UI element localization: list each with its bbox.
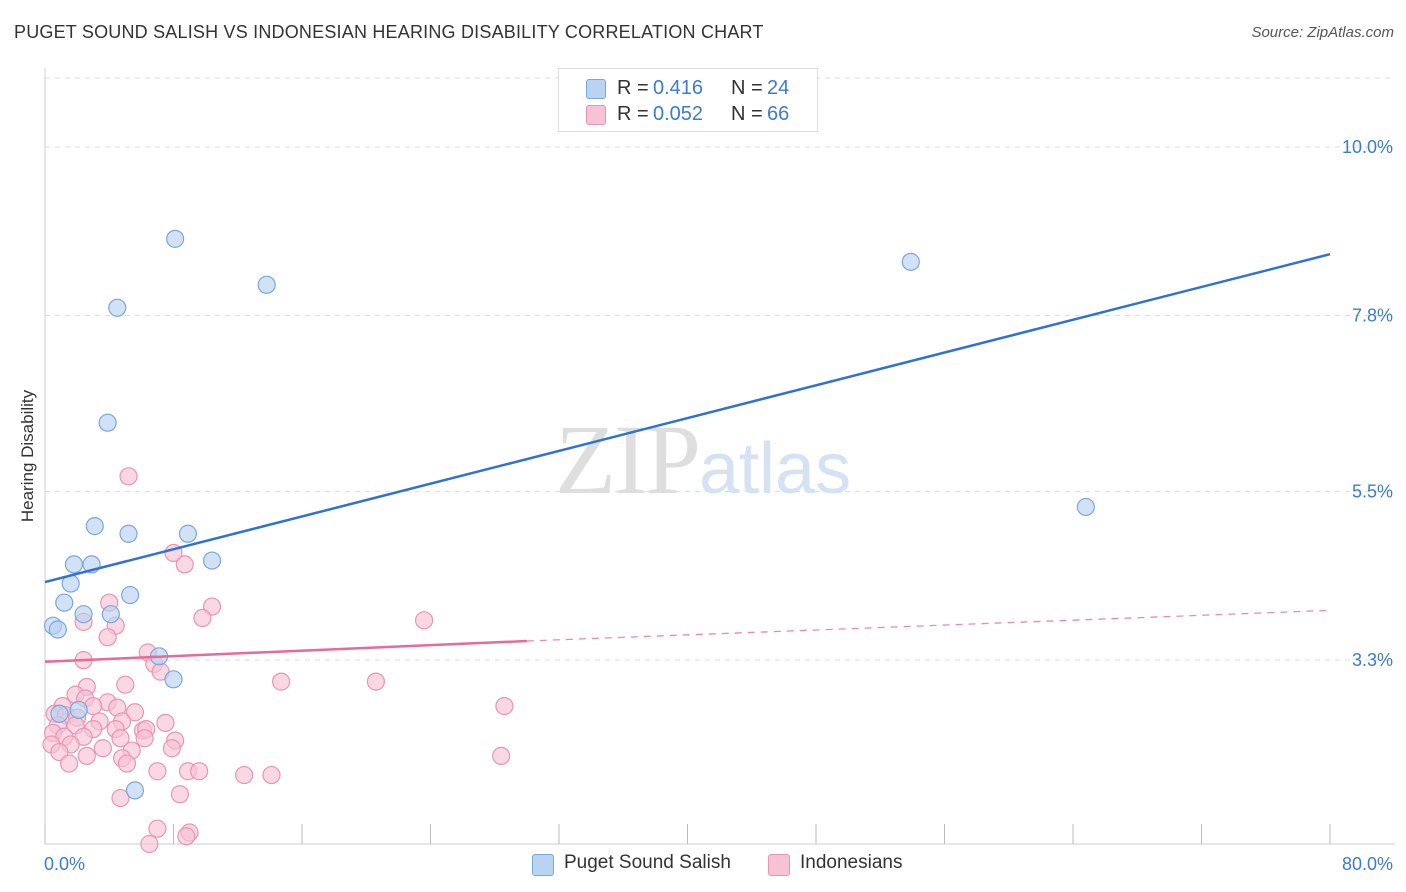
indonesian-point xyxy=(190,762,209,781)
y-tick-label: 3.3% xyxy=(1352,650,1393,670)
indonesian-point xyxy=(170,785,190,804)
puget-point xyxy=(202,551,222,570)
indonesian-point xyxy=(175,555,194,574)
watermark-zip: ZIP xyxy=(555,404,701,515)
indonesian-point xyxy=(495,697,514,716)
legend-r-value: 0.416 xyxy=(653,77,704,99)
indonesian-point xyxy=(262,765,281,785)
indonesian-point xyxy=(135,729,154,748)
source-credit: Source: ZipAtlas.com xyxy=(1251,24,1394,41)
puget-point xyxy=(85,517,104,536)
indonesian-point xyxy=(148,819,167,838)
legend-swatch-puget xyxy=(532,854,554,876)
indonesian-point xyxy=(119,467,138,486)
indonesian-point xyxy=(162,739,181,758)
puget-point xyxy=(55,593,74,612)
indonesian-point xyxy=(93,739,112,758)
indonesian-point xyxy=(156,713,175,733)
puget-point xyxy=(166,229,185,248)
indonesian-point xyxy=(117,754,137,773)
legend-swatch-indonesians xyxy=(586,105,606,125)
puget-point xyxy=(74,605,93,624)
indonesian-point xyxy=(492,746,511,766)
legend-label-indonesians: Indonesians xyxy=(800,852,903,873)
watermark-atlas: atlas xyxy=(699,429,852,509)
puget-point xyxy=(98,413,117,432)
puget-point xyxy=(1076,497,1095,517)
puget-point xyxy=(121,585,140,605)
legend-r-value: 0.052 xyxy=(653,103,704,125)
legend-r-label: R = xyxy=(617,77,649,99)
legend-n-label: N = xyxy=(731,103,763,125)
y-tick-label: 5.5% xyxy=(1352,482,1393,502)
puget-point xyxy=(64,555,84,574)
indonesian-point xyxy=(98,628,117,647)
puget-point xyxy=(164,670,183,689)
indonesian-point xyxy=(111,729,130,748)
legend-swatch-puget xyxy=(586,79,606,99)
indonesian-point xyxy=(193,608,212,628)
puget-trend-line xyxy=(44,252,1331,584)
indonesian-point xyxy=(140,834,159,854)
indonesian-point xyxy=(272,672,291,691)
indonesian-point xyxy=(414,611,434,630)
correlation-legend: R = 0.416 N = 24 R = 0.052 N = 66 xyxy=(558,68,818,132)
legend-n-value: 66 xyxy=(767,103,790,125)
puget-point xyxy=(101,605,120,624)
indonesian-trend-extension xyxy=(526,609,1331,642)
legend-n-value: 24 xyxy=(767,77,790,99)
indonesian-point xyxy=(116,675,135,694)
puget-point xyxy=(108,298,127,317)
indonesian-point xyxy=(125,703,145,722)
indonesian-point xyxy=(59,754,79,773)
indonesian-point xyxy=(235,765,254,785)
puget-point xyxy=(178,524,198,543)
indonesian-point xyxy=(77,746,96,766)
puget-point xyxy=(48,620,67,639)
indonesian-point xyxy=(111,788,130,808)
x-tick-label: 80.0% xyxy=(1342,854,1393,874)
y-tick-label: 7.8% xyxy=(1352,305,1393,325)
y-tick-label: 10.0% xyxy=(1342,137,1393,157)
indonesian-point xyxy=(148,762,167,781)
watermark: ZIPatlas xyxy=(555,402,851,517)
legend-swatch-indonesians xyxy=(768,854,790,876)
indonesian-trend-line xyxy=(44,639,527,663)
puget-point xyxy=(119,524,138,543)
puget-point xyxy=(125,781,145,800)
indonesian-point xyxy=(366,672,385,691)
indonesian-point xyxy=(177,827,196,846)
puget-point xyxy=(50,704,69,723)
legend-label-puget: Puget Sound Salish xyxy=(564,852,731,873)
x-tick-label: 0.0% xyxy=(44,854,85,874)
puget-point xyxy=(901,252,920,271)
puget-point xyxy=(257,275,276,294)
legend-n-label: N = xyxy=(731,77,763,99)
puget-point xyxy=(69,700,88,720)
chart-title: PUGET SOUND SALISH VS INDONESIAN HEARING… xyxy=(14,22,764,42)
legend-r-label: R = xyxy=(617,103,649,125)
